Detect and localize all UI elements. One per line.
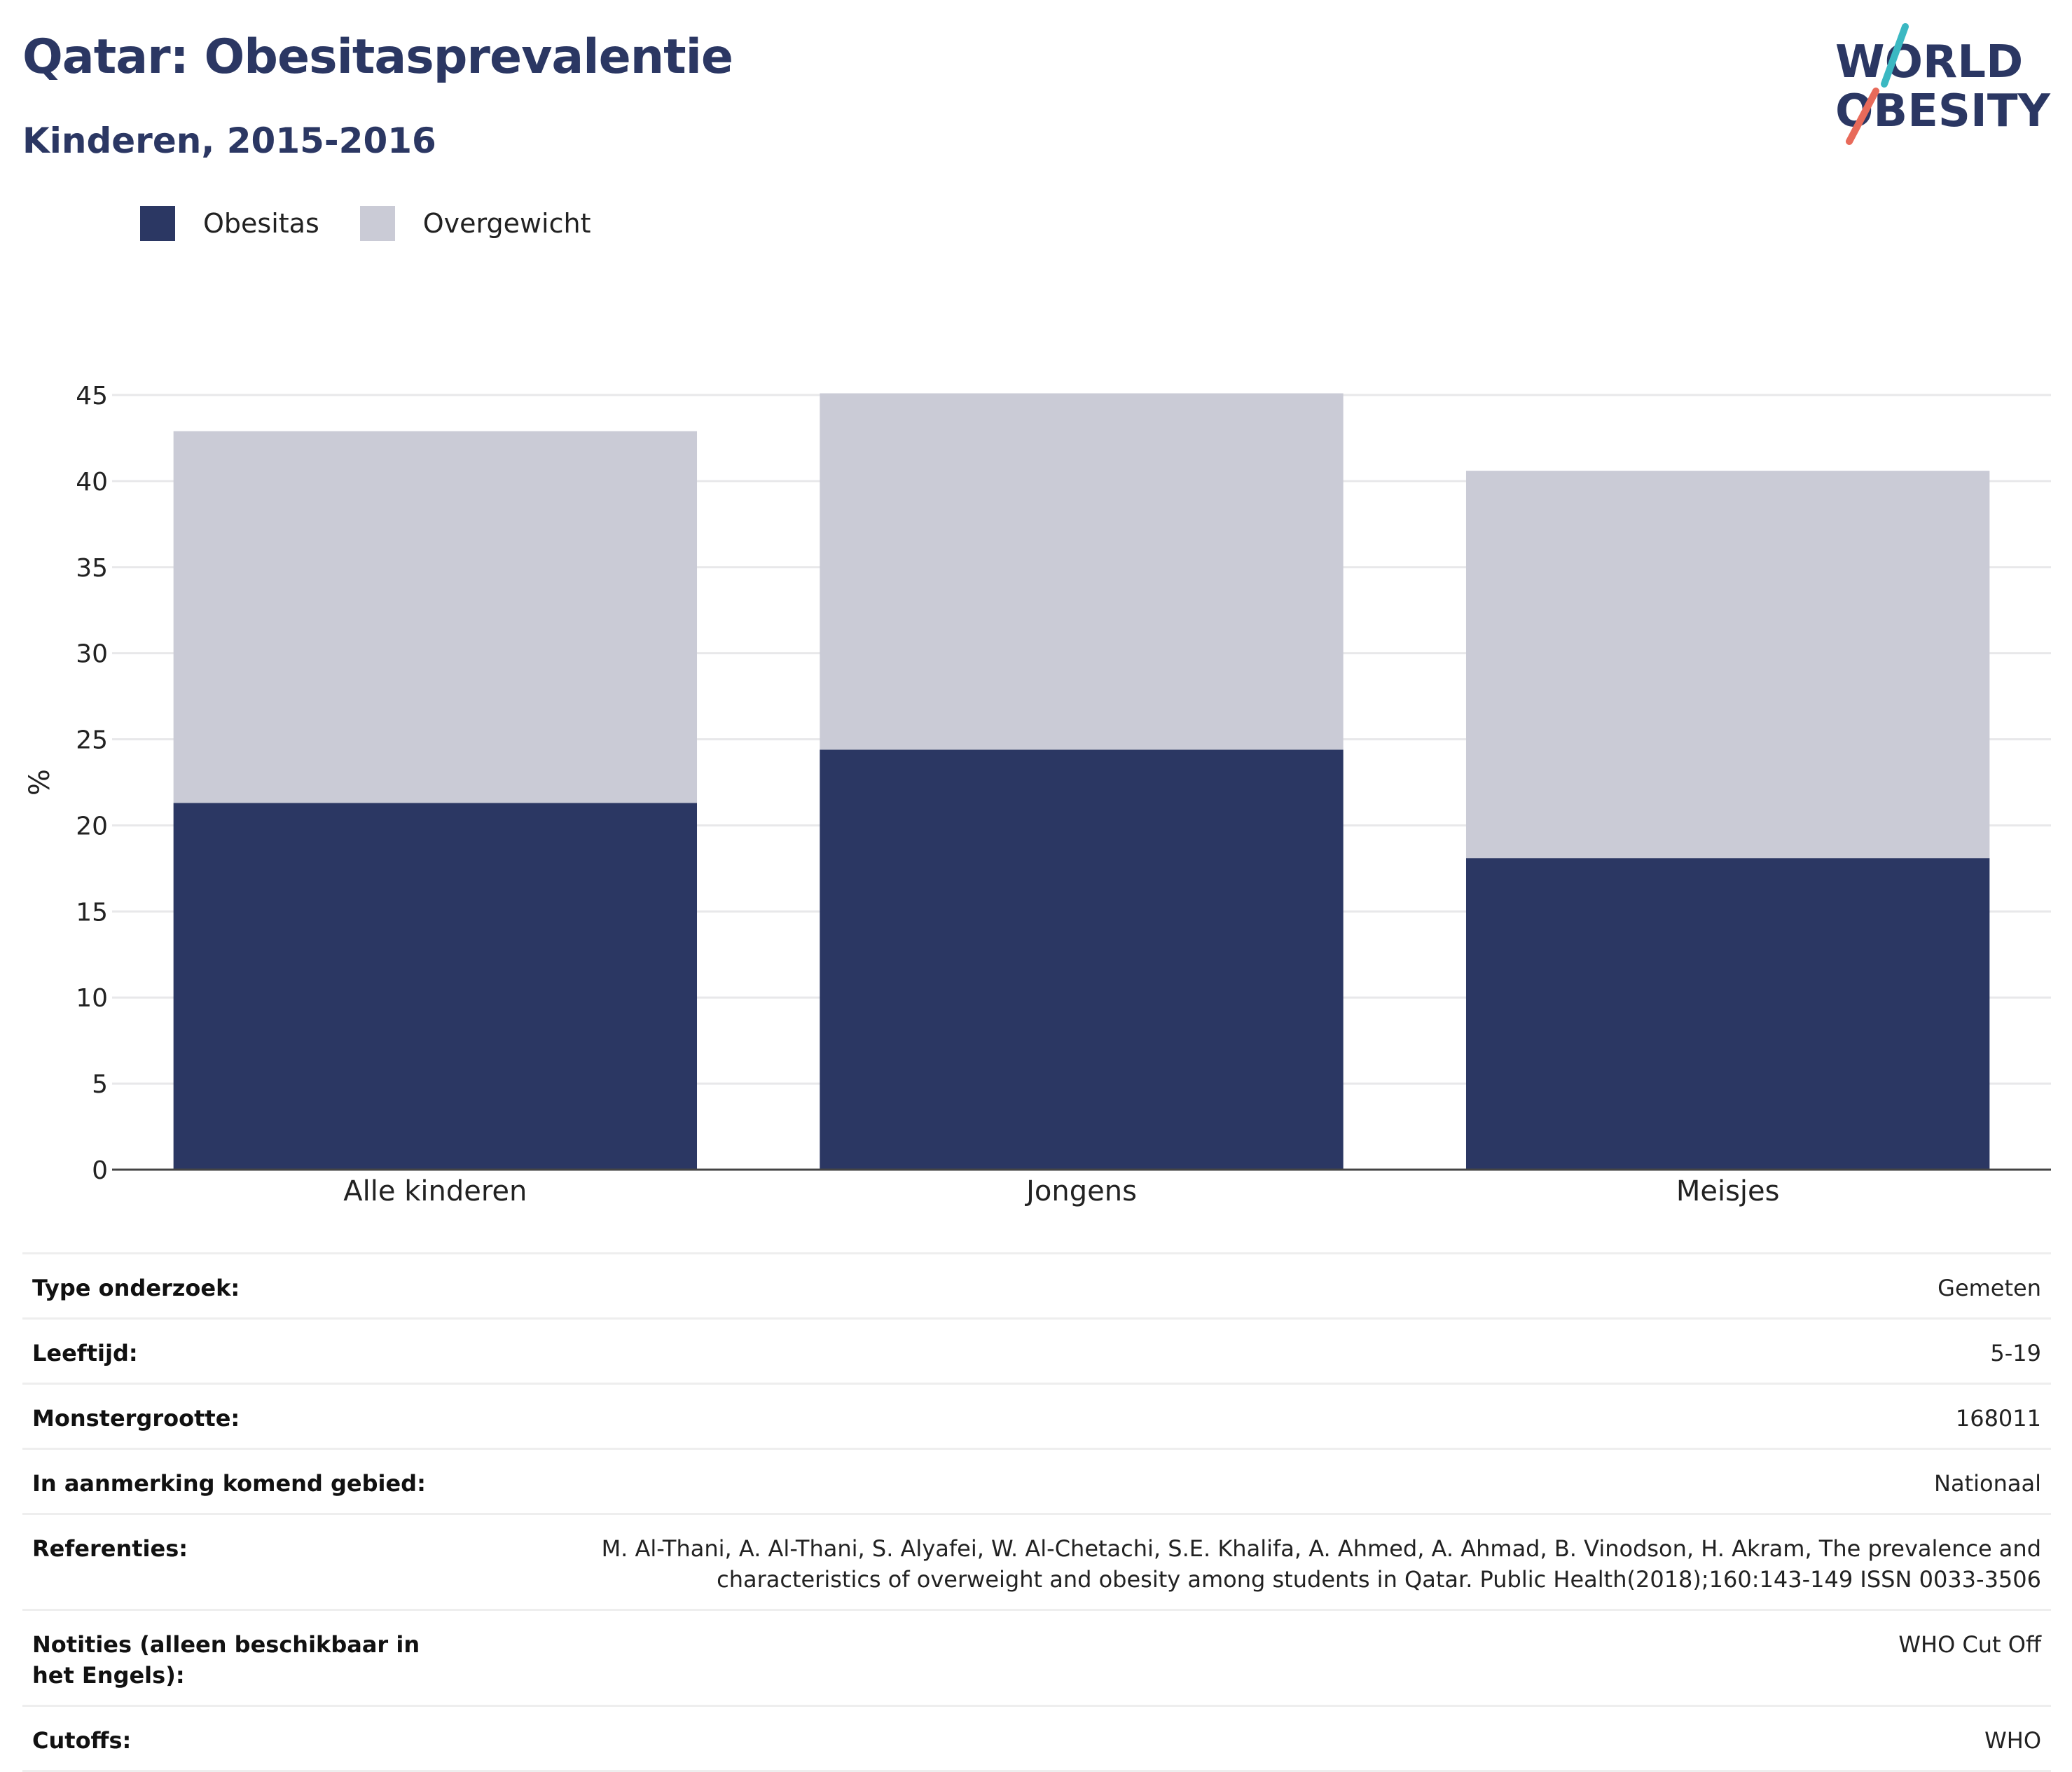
info-label: Type onderzoek: xyxy=(32,1275,240,1301)
info-row-age: Leeftijd: 5-19 xyxy=(22,1317,2051,1383)
info-label: Monstergrootte: xyxy=(32,1405,240,1432)
y-tick-label: 30 xyxy=(76,640,108,669)
y-tick-label: 20 xyxy=(76,812,108,840)
survey-info-table: Type onderzoek: Gemeten Leeftijd: 5-19 M… xyxy=(22,1252,2051,1772)
x-tick-label: Meisjes xyxy=(1676,1175,1780,1207)
page-title: Qatar: Obesitasprevalentie xyxy=(22,29,733,85)
info-value: Nationaal xyxy=(1934,1470,2041,1497)
y-axis-label: % xyxy=(24,769,56,796)
info-value: M. Al-Thani, A. Al-Thani, S. Alyafei, W.… xyxy=(601,1535,2041,1593)
bar-obesitas-2 xyxy=(820,749,1344,1170)
y-tick-label: 40 xyxy=(76,468,108,497)
logo-slash-coral xyxy=(1846,88,1879,145)
info-row-area: In aanmerking komend gebied: Nationaal xyxy=(22,1448,2051,1513)
logo-slash-teal xyxy=(1881,23,1909,88)
x-tick-label: Jongens xyxy=(1024,1175,1137,1207)
world-obesity-logo: WORLD OBESITY xyxy=(1835,23,2050,145)
info-row-survey-type: Type onderzoek: Gemeten xyxy=(22,1252,2051,1317)
info-row-notes: Notities (alleen beschikbaar in het Enge… xyxy=(22,1609,2051,1705)
info-value: 168011 xyxy=(1955,1405,2041,1432)
info-row-sample-size: Monstergrootte: 168011 xyxy=(22,1383,2051,1448)
legend-label-overgewicht: Overgewicht xyxy=(422,208,591,239)
logo-text-world: WORLD xyxy=(1835,36,2023,88)
legend-item-overgewicht[interactable]: Overgewicht xyxy=(359,206,591,241)
info-value: 5-19 xyxy=(1990,1340,2041,1366)
page-subtitle: Kinderen, 2015-2016 xyxy=(22,120,436,161)
bar-overgewicht-3 xyxy=(1465,471,1990,859)
chart-legend: Obesitas Overgewicht xyxy=(140,206,632,241)
info-label: Leeftijd: xyxy=(32,1340,138,1366)
legend-label-obesitas: Obesitas xyxy=(203,208,319,239)
bar-overgewicht-2 xyxy=(820,393,1344,750)
info-row-cutoffs: Cutoffs: WHO xyxy=(22,1705,2051,1772)
y-tick-label: 5 xyxy=(92,1070,108,1099)
y-tick-label: 15 xyxy=(76,898,108,927)
y-tick-label: 25 xyxy=(76,726,108,755)
info-label: Cutoffs: xyxy=(32,1727,132,1754)
y-tick-label: 10 xyxy=(76,984,108,1013)
legend-swatch-obesitas xyxy=(140,206,175,241)
bar-chart: 0 5 10 15 20 25 30 35 40 45% Alle kinderen Jongens M… xyxy=(24,382,2051,1207)
y-tick-label: 45 xyxy=(76,382,108,410)
y-tick-label: 0 xyxy=(92,1156,108,1185)
info-label: Notities (alleen beschikbaar in het Enge… xyxy=(32,1631,420,1689)
info-label: Referenties: xyxy=(32,1535,188,1562)
bar-overgewicht-1 xyxy=(173,431,698,803)
x-tick-label: Alle kinderen xyxy=(343,1175,527,1207)
info-value: WHO xyxy=(1984,1727,2041,1754)
legend-swatch-overgewicht xyxy=(359,206,395,241)
info-value: Gemeten xyxy=(1938,1275,2041,1301)
y-tick-label: 35 xyxy=(76,554,108,583)
legend-item-obesitas[interactable]: Obesitas xyxy=(140,206,319,241)
info-row-references: Referenties: M. Al-Thani, A. Al-Thani, S… xyxy=(22,1513,2051,1609)
info-label: In aanmerking komend gebied: xyxy=(32,1470,426,1497)
bar-obesitas-3 xyxy=(1465,858,1990,1170)
info-value: WHO Cut Off xyxy=(1898,1631,2041,1658)
bar-obesitas-1 xyxy=(173,803,698,1170)
